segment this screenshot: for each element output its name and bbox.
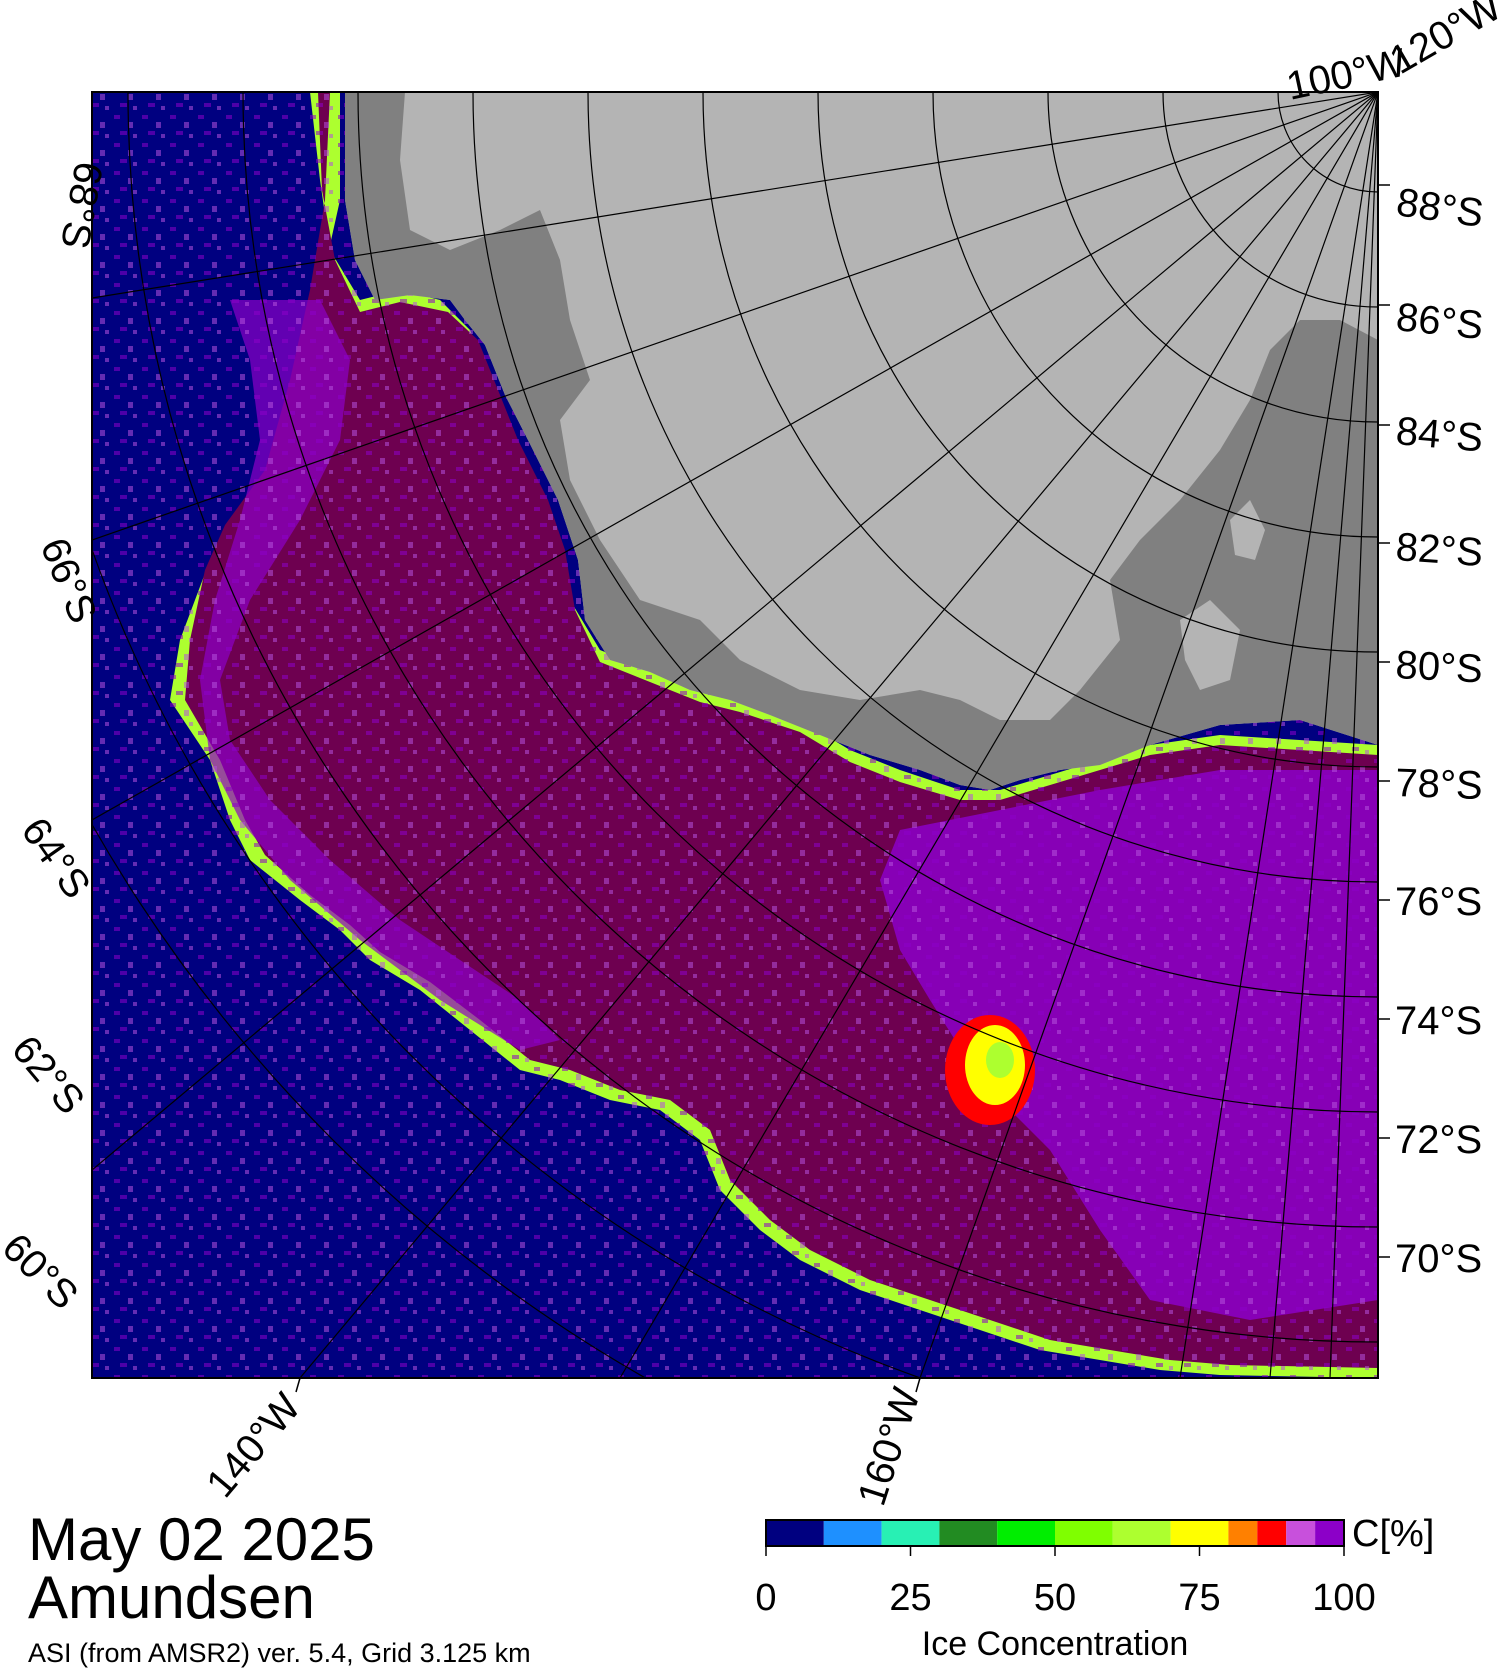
colorbar-title: Ice Concentration <box>922 1625 1189 1663</box>
land-interior <box>425 92 1378 700</box>
lat-label: 64°S <box>13 810 99 907</box>
colorbar-bin <box>1055 1520 1113 1546</box>
map-area <box>92 92 1378 1378</box>
map-frame <box>91 91 1379 1379</box>
lat-label: 78°S <box>1395 761 1484 808</box>
colorbar-bin <box>1315 1520 1344 1546</box>
colorbar-bin <box>939 1520 998 1546</box>
lat-label: 72°S <box>1395 1118 1482 1162</box>
lat-label: 86°S <box>1394 295 1485 348</box>
lat-label: 70°S <box>1395 1237 1482 1281</box>
lat-label: 80°S <box>1395 643 1484 692</box>
colorbar-bin <box>881 1520 940 1546</box>
lon-label: 120°W <box>1383 0 1499 83</box>
map-region: Amundsen <box>28 1564 315 1631</box>
lat-label: 76°S <box>1395 880 1482 924</box>
colorbar-tick-label: 50 <box>1034 1577 1076 1619</box>
colorbar-unit-label: C[%] <box>1352 1513 1434 1555</box>
colorbar-bin <box>997 1520 1055 1546</box>
map-source: ASI (from AMSR2) ver. 5.4, Grid 3.125 km <box>28 1638 531 1668</box>
lat-label: 84°S <box>1394 409 1485 460</box>
colorbar-bin <box>766 1520 824 1546</box>
lat-label: 74°S <box>1395 999 1482 1043</box>
colorbar-bin <box>1257 1520 1287 1546</box>
colorbar-tick-label: 75 <box>1178 1577 1220 1619</box>
colorbar-tick-label: 25 <box>889 1577 931 1619</box>
colorbar: C[%] 0 25 50 75 100 Ice Concentration <box>755 1513 1434 1663</box>
lat-label: 82°S <box>1394 525 1484 575</box>
lat-label: 88°S <box>1394 180 1486 236</box>
colorbar-bin <box>1170 1520 1229 1546</box>
graticule <box>92 92 1378 1378</box>
colorbar-bin <box>1286 1520 1316 1546</box>
ice-shelf-dark <box>345 92 1378 790</box>
colorbar-bin <box>823 1520 882 1546</box>
lat-label: 60°S <box>0 1225 86 1318</box>
colorbar-bin <box>1228 1520 1258 1546</box>
colorbar-tick-label: 0 <box>755 1577 776 1619</box>
colorbar-bin <box>1112 1520 1171 1546</box>
lat-labels-right: 88°S 86°S 84°S 82°S 80°S 78°S 76°S 74°S … <box>1394 180 1486 1281</box>
lat-label: 62°S <box>3 1028 93 1123</box>
lon-label: 140°W <box>198 1385 309 1506</box>
lon-label: 160°W <box>850 1382 929 1510</box>
colorbar-tick-label: 100 <box>1312 1577 1375 1619</box>
map-date: May 02 2025 <box>28 1506 375 1573</box>
